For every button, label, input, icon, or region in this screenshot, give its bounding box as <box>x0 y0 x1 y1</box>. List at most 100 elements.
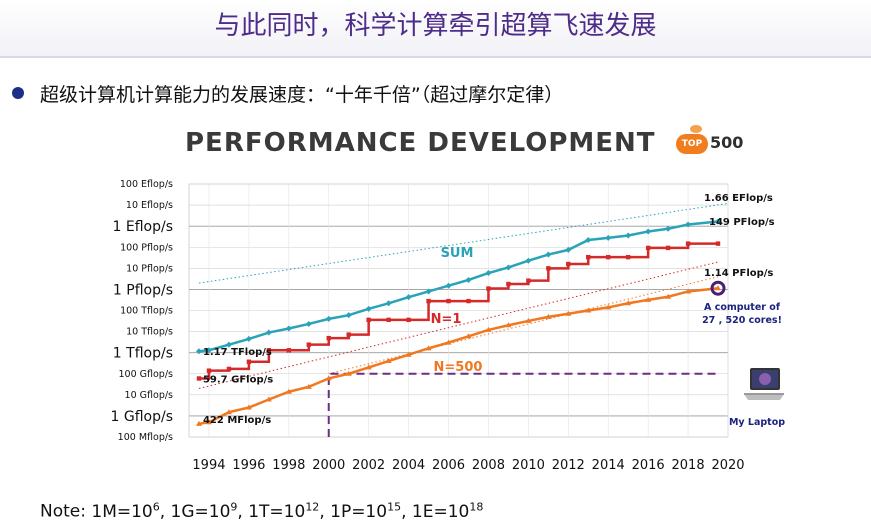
data-point <box>285 325 292 332</box>
bullet-dot-icon <box>12 87 24 99</box>
note-prefix: Note: <box>40 501 92 522</box>
data-point <box>715 241 721 246</box>
data-point <box>325 375 332 381</box>
data-point <box>226 366 232 372</box>
note-item: 1E=1018 <box>412 500 484 522</box>
x-tick-label: 2012 <box>552 458 585 473</box>
data-point <box>685 241 691 246</box>
chart-title: PERFORMANCE DEVELOPMENT <box>185 128 656 158</box>
data-point <box>385 358 392 364</box>
data-point <box>405 294 412 301</box>
x-tick-label: 2016 <box>632 458 665 473</box>
data-point <box>386 317 391 323</box>
computer-callout: 27 , 520 cores! <box>702 315 782 326</box>
data-point <box>465 276 472 283</box>
data-point <box>645 228 652 235</box>
data-point <box>306 342 311 347</box>
data-point <box>305 320 312 327</box>
data-point <box>366 317 371 323</box>
x-tick-label: 1998 <box>272 458 305 473</box>
note-exponent: 6 <box>152 500 160 513</box>
data-point <box>546 266 551 271</box>
data-point <box>625 232 632 239</box>
computer-marker <box>710 280 726 296</box>
data-point <box>605 304 612 310</box>
x-tick-label: 2004 <box>392 458 425 473</box>
y-tick-label: 10 Pflop/s <box>126 263 173 274</box>
top500-logo: TOP 500 <box>676 124 744 160</box>
data-point <box>665 245 671 251</box>
trend-line <box>198 202 729 284</box>
y-tick-label: 1 Tflop/s <box>113 346 173 362</box>
logo-number: 500 <box>710 133 744 152</box>
data-point <box>545 251 552 258</box>
data-point <box>245 404 252 410</box>
value-annotation: 1.14 PFlop/s <box>704 268 773 279</box>
series-label: SUM <box>441 246 474 261</box>
data-point <box>426 298 431 304</box>
data-point <box>326 335 331 341</box>
data-point <box>365 305 372 312</box>
y-tick-label: 1 Pflop/s <box>113 282 173 298</box>
data-point <box>385 300 392 307</box>
data-point <box>425 345 432 351</box>
note-base: 1P=10 <box>330 501 388 522</box>
note-item: 1G=109, <box>170 500 249 522</box>
x-tick-label: 2008 <box>472 458 505 473</box>
y-tick-label: 1 Gflop/s <box>111 409 174 425</box>
data-point <box>485 326 492 332</box>
data-point <box>565 310 572 316</box>
data-point <box>206 368 212 373</box>
data-point <box>485 270 492 277</box>
slide-title: 与此同时，科学计算牵引超算飞速发展 <box>0 0 871 56</box>
data-point <box>195 348 202 355</box>
data-point <box>586 254 591 260</box>
trend-line <box>198 261 719 389</box>
data-point <box>505 264 512 271</box>
y-tick-label: 100 Mflop/s <box>118 432 173 443</box>
note-base: 1T=10 <box>248 501 306 522</box>
data-point <box>605 234 612 241</box>
x-tick-label: 2014 <box>592 458 625 473</box>
data-point <box>405 351 412 357</box>
value-annotation: 1.66 EFlop/s <box>704 193 773 204</box>
data-point <box>205 347 212 354</box>
data-point <box>645 296 652 302</box>
logo-badge: TOP <box>676 134 708 154</box>
data-point <box>325 315 332 322</box>
note-items: 1M=106, 1G=109, 1T=1012, 1P=1015, 1E=101… <box>91 500 484 522</box>
data-point <box>526 278 531 283</box>
data-point <box>195 420 202 426</box>
data-point <box>196 376 202 381</box>
title-divider <box>0 56 871 58</box>
note-exponent: 15 <box>387 500 402 513</box>
y-tick-label: 100 Gflop/s <box>119 369 174 380</box>
data-point <box>545 313 552 319</box>
note-item: 1T=1012, <box>248 500 331 522</box>
data-point <box>425 288 432 295</box>
data-point <box>225 409 232 415</box>
x-tick-label: 2010 <box>512 458 545 473</box>
data-point <box>685 221 692 228</box>
data-point <box>446 298 451 304</box>
data-point <box>625 254 631 260</box>
x-tick-label: 1994 <box>192 458 225 473</box>
laptop-callout: My Laptop <box>729 417 785 428</box>
laptop-icon <box>744 368 784 400</box>
x-tick-label: 2000 <box>312 458 345 473</box>
data-point <box>245 335 252 342</box>
data-point <box>285 388 292 394</box>
series-line <box>198 242 719 380</box>
data-point <box>625 300 632 306</box>
x-tick-label: 2002 <box>352 458 385 473</box>
data-point <box>345 312 352 319</box>
computer-callout: A computer of <box>704 302 781 313</box>
unit-note: Note: 1M=106, 1G=109, 1T=1012, 1P=1015, … <box>40 500 483 522</box>
data-point <box>566 261 571 267</box>
note-exponent: 9 <box>230 500 238 513</box>
y-tick-label: 1 Eflop/s <box>113 219 173 235</box>
data-point <box>715 285 722 291</box>
note-exponent: 18 <box>469 500 484 513</box>
data-point <box>525 317 532 323</box>
bullet-text: 超级计算机计算能力的发展速度：“十年千倍”（超过摩尔定律） <box>40 84 564 106</box>
